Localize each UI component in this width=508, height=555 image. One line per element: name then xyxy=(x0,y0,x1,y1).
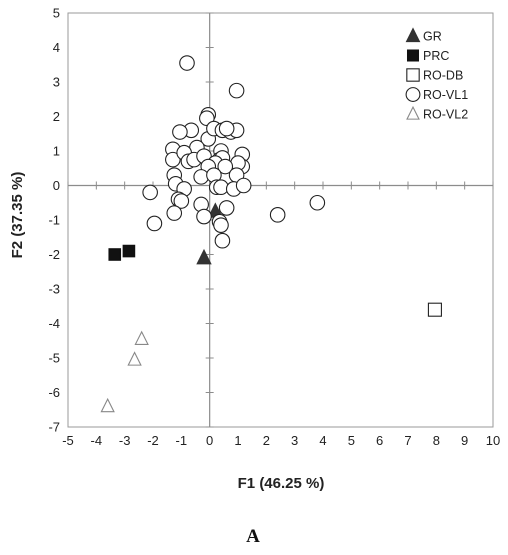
data-point xyxy=(218,200,235,216)
x-tick-label: 5 xyxy=(348,433,355,448)
y-tick-label: -1 xyxy=(48,213,60,228)
data-point xyxy=(165,151,181,168)
series-prc xyxy=(108,244,136,261)
x-tick-label: 2 xyxy=(263,433,270,448)
data-point xyxy=(134,330,149,345)
ticks-layer: -5 -4 -3 -2 -1 0 1 2 3 4 5 6 7 8 9 10 -7 -6 -5 -4 -3 -2 -1 0 1 2 3… xyxy=(48,6,500,449)
x-tick-label: 10 xyxy=(486,433,500,448)
panel-caption: A xyxy=(246,526,260,547)
y-tick-label: 4 xyxy=(53,40,60,55)
data-point xyxy=(269,207,286,223)
x-tick-label: 9 xyxy=(461,433,468,448)
series-ro-db xyxy=(427,302,442,317)
legend-marker xyxy=(405,87,421,102)
legend-label: RO-VL2 xyxy=(423,108,468,122)
x-tick-label: 8 xyxy=(433,433,440,448)
x-tick-label: 1 xyxy=(234,433,241,448)
y-tick-label: 3 xyxy=(53,75,60,90)
series-ro-vl2 xyxy=(100,330,149,413)
legend-marker xyxy=(406,105,420,120)
legend-marker xyxy=(405,27,421,43)
legend-label: PRC xyxy=(423,49,449,63)
y-tick-label: 2 xyxy=(53,109,60,124)
series-ro-vl1 xyxy=(142,55,326,249)
data-point xyxy=(122,244,136,258)
data-point xyxy=(127,351,142,366)
x-tick-label: -2 xyxy=(147,433,159,448)
data-point xyxy=(166,205,183,221)
y-tick-label: -2 xyxy=(48,247,60,262)
points-layer xyxy=(100,55,442,413)
data-point xyxy=(235,177,252,194)
legend-label: RO-VL1 xyxy=(423,88,468,102)
data-point xyxy=(142,184,158,201)
plot-frame xyxy=(67,12,494,428)
x-tick-label: 6 xyxy=(376,433,383,448)
x-tick-label: -5 xyxy=(62,433,74,448)
data-point xyxy=(228,82,245,99)
data-point xyxy=(196,208,212,225)
data-point xyxy=(179,55,195,71)
data-point xyxy=(193,169,209,185)
data-point xyxy=(108,248,122,261)
y-axis-title: F2 (37.35 %) xyxy=(9,172,26,259)
x-tick-label: -3 xyxy=(119,433,131,448)
y-tick-label: -3 xyxy=(48,282,60,297)
legend-label: GR xyxy=(423,30,442,44)
legend: GR PRC RO-DB RO-VL1 RO-VL2 xyxy=(405,27,468,122)
x-tick-label: 7 xyxy=(404,433,411,448)
x-tick-label: 4 xyxy=(319,433,326,448)
data-point xyxy=(218,120,235,137)
data-point xyxy=(309,194,326,211)
y-tick-label: 5 xyxy=(53,6,60,21)
legend-marker xyxy=(406,49,420,62)
legend-label: RO-DB xyxy=(423,69,463,83)
data-point xyxy=(173,193,190,209)
x-axis-title: F1 (46.25 %) xyxy=(238,475,325,492)
data-point xyxy=(213,217,229,233)
y-tick-label: -6 xyxy=(48,385,60,400)
y-tick-label: -7 xyxy=(48,420,60,435)
data-point xyxy=(172,124,188,140)
y-tick-label: 1 xyxy=(53,144,60,159)
x-tick-label: -1 xyxy=(176,433,188,448)
data-point xyxy=(427,302,442,317)
legend-marker xyxy=(406,68,420,82)
x-tick-label: 0 xyxy=(206,433,213,448)
y-tick-label: -5 xyxy=(48,351,60,366)
data-point xyxy=(146,215,163,232)
data-point xyxy=(196,248,212,265)
data-point xyxy=(217,158,234,175)
x-tick-label: 3 xyxy=(291,433,298,448)
y-tick-label: 0 xyxy=(53,178,60,193)
plot-border xyxy=(67,12,494,428)
data-point xyxy=(100,397,115,413)
x-tick-label: -4 xyxy=(91,433,103,448)
data-point xyxy=(214,232,231,249)
y-tick-label: -4 xyxy=(48,316,60,331)
data-point xyxy=(213,179,229,196)
